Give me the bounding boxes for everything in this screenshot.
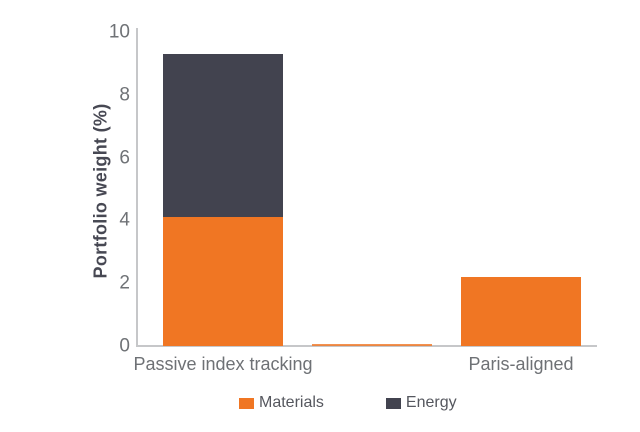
y-tick-label-10: 10 <box>108 21 130 43</box>
bar-segment-materials-paris-aligned <box>461 276 581 346</box>
legend-label-materials: Materials <box>259 394 324 411</box>
x-axis-baseline <box>136 345 597 347</box>
bar-segment-materials-passive-index-tracking <box>163 217 283 346</box>
y-tick-label-8: 8 <box>119 84 130 106</box>
y-tick-label-0: 0 <box>119 335 130 357</box>
y-tick-label-2: 2 <box>119 272 130 294</box>
bar-segment-materials-unlabeled <box>312 344 432 346</box>
legend-item-energy: Energy <box>385 394 457 411</box>
legend-swatch-materials <box>239 397 254 409</box>
y-tick-label-4: 4 <box>119 209 130 231</box>
bar-segment-energy-passive-index-tracking <box>163 53 283 218</box>
legend-item-materials: Materials <box>239 395 324 411</box>
legend-label-energy: Energy <box>405 394 457 411</box>
y-axis-line <box>136 28 138 347</box>
legend-swatch-energy <box>385 397 401 409</box>
x-category-label-passive-index-tracking: Passive index tracking <box>133 354 313 374</box>
legend: Materials Energy <box>239 395 457 411</box>
y-axis-title: Portfolio weight (%) <box>90 103 111 279</box>
x-category-label-paris-aligned: Paris-aligned <box>468 354 574 374</box>
y-tick-label-6: 6 <box>119 147 130 169</box>
